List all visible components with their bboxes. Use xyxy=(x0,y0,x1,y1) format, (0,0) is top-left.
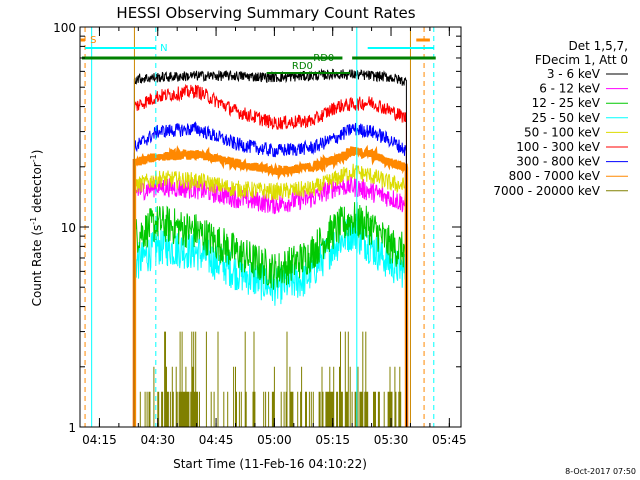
y-axis: 1 10 100 xyxy=(53,21,461,435)
legend-header: Det 1,5,7, xyxy=(569,39,629,53)
x-tick-label: 04:30 xyxy=(140,433,175,447)
plot-frame xyxy=(79,26,462,428)
flag-label: RD0 xyxy=(313,53,334,64)
flag-label: S xyxy=(90,35,96,46)
series-line xyxy=(133,217,408,427)
series-line xyxy=(133,175,408,427)
series-layer xyxy=(132,68,409,427)
x-axis-label: Start Time (11-Feb-16 04:10:22) xyxy=(173,457,367,471)
legend-label: 6 - 12 keV xyxy=(539,82,601,96)
x-axis: 04:15 04:30 04:45 05:00 05:15 05:30 05:45 xyxy=(79,27,467,447)
y-axis-label-part: detector xyxy=(30,162,44,217)
legend-label: 12 - 25 keV xyxy=(532,96,601,110)
legend-label: 7000 - 20000 keV xyxy=(493,184,600,198)
flag-label: N xyxy=(160,43,167,54)
y-axis-label-part: ) xyxy=(30,150,44,155)
legend-label: 25 - 50 keV xyxy=(532,111,601,125)
x-tick-label: 05:15 xyxy=(315,433,350,447)
x-tick-label: 04:15 xyxy=(82,433,117,447)
series-line xyxy=(133,202,408,427)
series-line xyxy=(134,331,407,427)
flag-label: RD0 xyxy=(292,61,313,72)
legend-label: 300 - 800 keV xyxy=(516,155,600,169)
series-line xyxy=(133,83,408,427)
y-axis-label: Count Rate (s-1 detector-1) xyxy=(29,150,44,307)
y-tick-label: 10 xyxy=(61,221,76,235)
y-axis-label-sup: -1 xyxy=(29,154,38,162)
x-tick-label: 04:45 xyxy=(199,433,234,447)
legend-label: 50 - 100 keV xyxy=(524,125,601,139)
legend-label: 800 - 7000 keV xyxy=(509,169,601,183)
legend-header: FDecim 1, Att 0 xyxy=(535,53,628,67)
y-axis-label-part: Count Rate (s xyxy=(30,225,44,307)
y-tick-label: 1 xyxy=(68,421,76,435)
x-tick-label: 05:45 xyxy=(432,433,467,447)
legend-label: 3 - 6 keV xyxy=(547,67,601,81)
x-tick-label: 05:30 xyxy=(374,433,409,447)
y-tick-label: 100 xyxy=(53,21,76,35)
chart-title: HESSI Observing Summary Count Rates xyxy=(116,4,415,22)
timestamp: 8-Oct-2017 07:50 xyxy=(565,467,636,476)
y-axis-label-sup: -1 xyxy=(29,217,38,225)
legend-label: 100 - 300 keV xyxy=(516,140,600,154)
series-line xyxy=(133,163,408,427)
series-line xyxy=(133,68,408,427)
x-tick-label: 05:00 xyxy=(257,433,292,447)
series-line xyxy=(133,121,408,427)
series-line xyxy=(132,144,409,427)
